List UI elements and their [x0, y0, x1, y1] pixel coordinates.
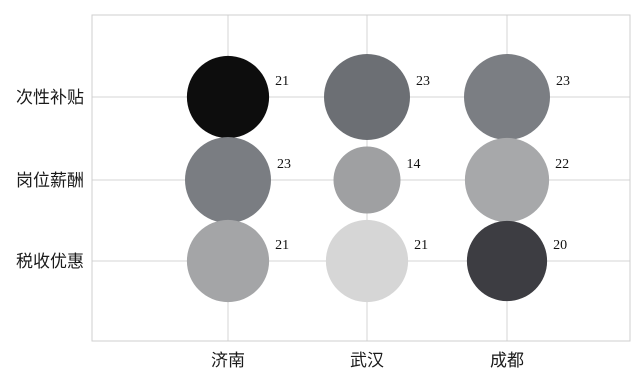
value-label-4: 23: [277, 157, 291, 172]
value-label-3: 23: [556, 74, 570, 89]
value-label-7: 21: [275, 238, 289, 253]
plot-frame: [91, 14, 631, 342]
x-tick-label-1: 济南: [211, 351, 245, 371]
value-label-9: 20: [553, 238, 567, 253]
value-label-6: 22: [555, 157, 569, 172]
x-axis-tick-labels: 济南 武汉 成都: [211, 351, 524, 371]
value-label-1: 21: [275, 74, 289, 89]
y-tick-label-1: 次性补贴: [16, 88, 84, 108]
bubbles: [185, 54, 550, 303]
bubble-2: [324, 54, 410, 140]
value-label-8: 21: [414, 238, 428, 253]
x-tick-label-2: 武汉: [350, 351, 384, 371]
bubble-7: [186, 219, 270, 303]
x-tick-label-3: 成都: [490, 351, 524, 371]
bubble-4: [185, 137, 271, 223]
bubble-3: [464, 54, 550, 140]
bubble-6: [464, 137, 550, 223]
value-label-2: 23: [416, 74, 430, 89]
value-label-5: 14: [407, 157, 421, 172]
value-labels: 21 23 23 23 14 22 21 21 20: [275, 74, 570, 253]
bubble-8: [325, 219, 409, 303]
bubble-9: [466, 220, 548, 302]
y-tick-label-2: 岗位薪酬: [16, 171, 84, 191]
bubble-1: [186, 55, 270, 139]
bubble-5: [333, 146, 401, 214]
y-tick-label-3: 税收优惠: [16, 252, 84, 272]
